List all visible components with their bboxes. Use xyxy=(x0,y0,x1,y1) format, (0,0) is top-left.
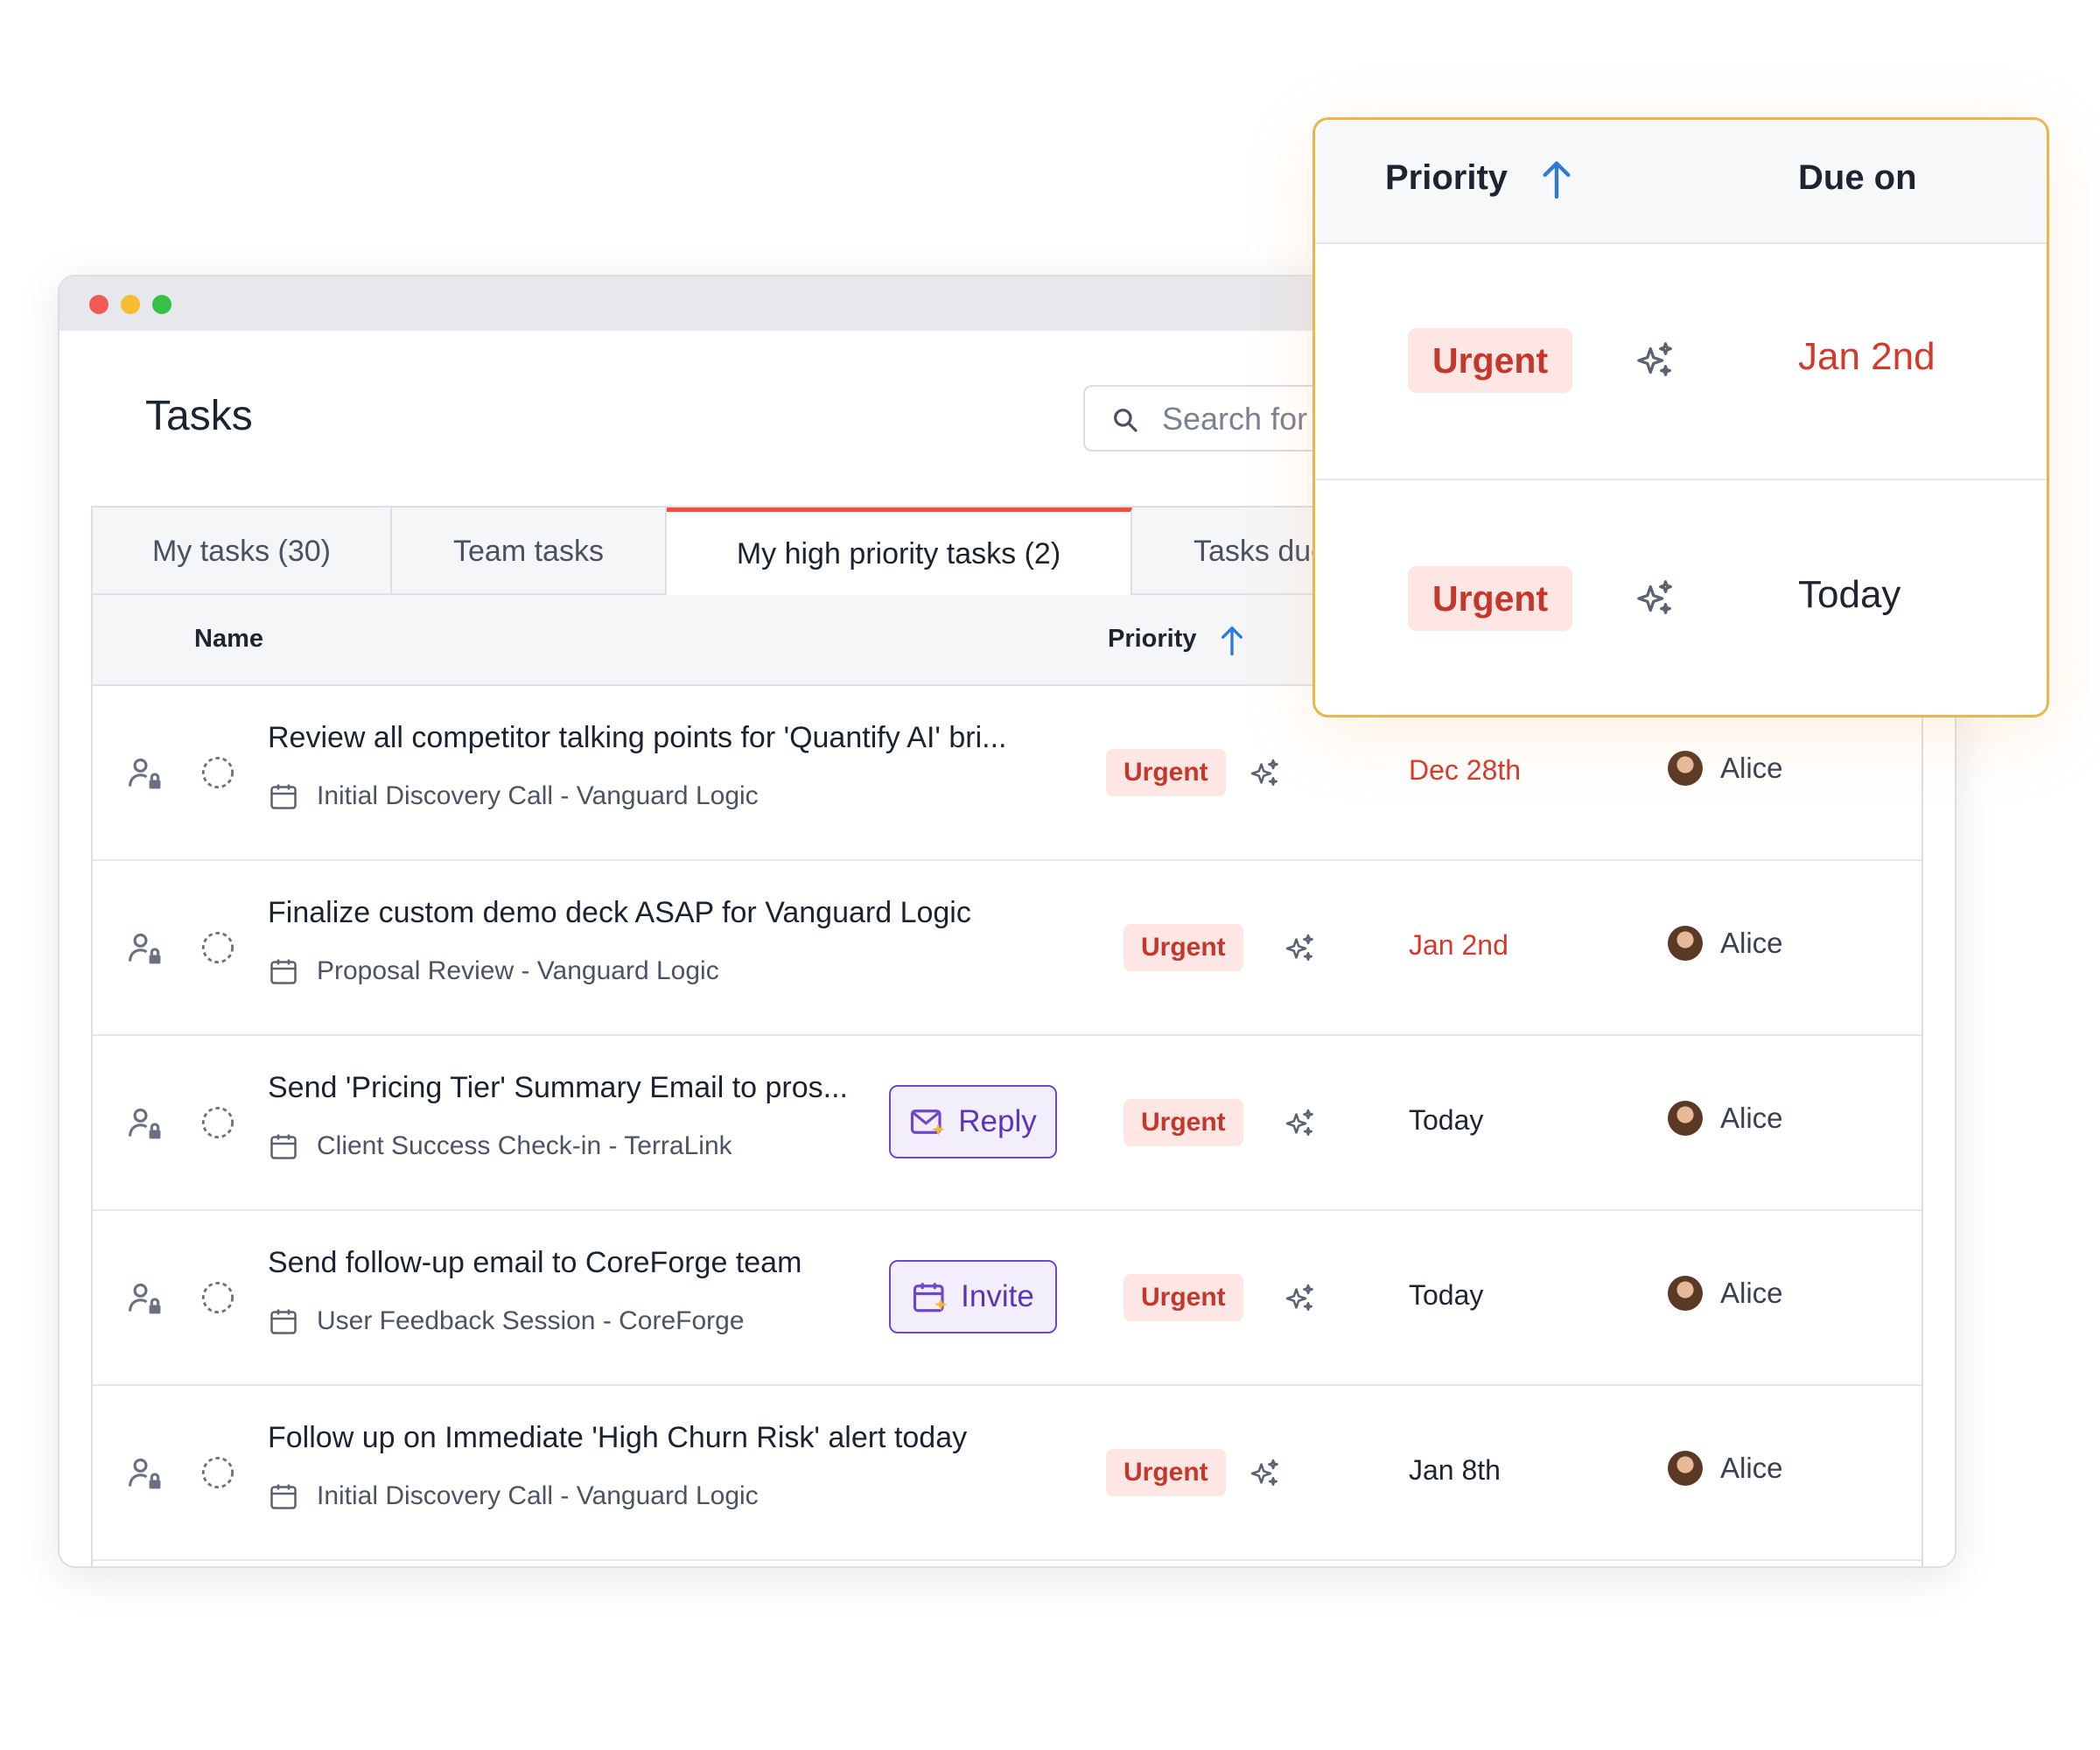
window-close-button[interactable] xyxy=(89,295,108,314)
meeting-label: Initial Discovery Call - Vanguard Logic xyxy=(317,1481,759,1510)
page-title: Tasks xyxy=(145,393,253,439)
priority-badge[interactable]: Urgent xyxy=(1106,1449,1226,1496)
meeting-label: Initial Discovery Call - Vanguard Logic xyxy=(317,781,759,810)
tab-my-tasks[interactable]: My tasks (30) xyxy=(93,508,392,595)
user-lock-icon[interactable] xyxy=(126,929,164,972)
dashed-circle-icon[interactable] xyxy=(200,754,236,795)
popover-header: Priority Due on xyxy=(1315,120,2047,244)
owner-name: Alice xyxy=(1720,752,1783,784)
arrow-up-icon[interactable] xyxy=(1218,625,1246,656)
sparkle-icon[interactable] xyxy=(1284,933,1316,969)
priority-popover: Priority Due on Urgent Jan 2nd Urgent To… xyxy=(1312,117,2049,718)
user-lock-icon[interactable] xyxy=(126,1104,164,1147)
action-label: Invite xyxy=(961,1279,1034,1313)
due-date: Jan 2nd xyxy=(1409,929,1508,961)
column-name[interactable]: Name xyxy=(194,625,263,653)
priority-badge[interactable]: Urgent xyxy=(1124,1274,1243,1321)
dashed-circle-icon[interactable] xyxy=(200,1104,236,1145)
meeting-label: Proposal Review - Vanguard Logic xyxy=(317,956,719,985)
task-title[interactable]: Send follow-up email to CoreForge team xyxy=(268,1246,802,1279)
due-date: Today xyxy=(1409,1279,1484,1311)
task-owner[interactable]: Alice xyxy=(1668,926,1783,961)
sparkle-icon[interactable] xyxy=(1635,340,1676,385)
table-row[interactable]: Follow up on Immediate 'High Churn Risk'… xyxy=(93,1386,1922,1561)
due-date: Dec 28th xyxy=(1409,754,1522,786)
column-priority[interactable]: Priority xyxy=(1108,625,1197,653)
tab-tasks-due[interactable]: Tasks due xyxy=(1194,534,1328,568)
due-date: Jan 8th xyxy=(1409,1454,1501,1486)
owner-name: Alice xyxy=(1720,927,1783,959)
window-maximize-button[interactable] xyxy=(152,295,172,314)
sparkle-icon[interactable] xyxy=(1250,1458,1281,1494)
table-row[interactable]: Finalize custom demo deck ASAP for Vangu… xyxy=(93,861,1922,1036)
priority-badge[interactable]: Urgent xyxy=(1124,924,1243,971)
task-owner[interactable]: Alice xyxy=(1668,751,1783,786)
mail-sparkle-icon xyxy=(909,1103,958,1140)
popover-row[interactable]: Urgent Today xyxy=(1315,480,2047,715)
table-row[interactable]: Send follow-up email to CoreForge team U… xyxy=(93,1211,1922,1386)
task-meeting[interactable]: User Feedback Session - CoreForge xyxy=(268,1306,745,1337)
popover-due-header[interactable]: Due on xyxy=(1798,158,1917,197)
due-date: Jan 2nd xyxy=(1798,335,1936,378)
avatar xyxy=(1668,1451,1703,1486)
meeting-label: Client Success Check-in - TerraLink xyxy=(317,1131,732,1160)
arrow-up-icon[interactable] xyxy=(1539,158,1574,200)
avatar xyxy=(1668,1101,1703,1136)
task-meeting[interactable]: Initial Discovery Call - Vanguard Logic xyxy=(268,780,759,812)
calendar-icon xyxy=(268,1480,317,1512)
task-owner[interactable]: Alice xyxy=(1668,1276,1783,1311)
sparkle-icon[interactable] xyxy=(1635,578,1676,623)
task-title[interactable]: Finalize custom demo deck ASAP for Vangu… xyxy=(268,896,971,929)
sparkle-icon[interactable] xyxy=(1284,1108,1316,1144)
avatar xyxy=(1668,1276,1703,1311)
owner-name: Alice xyxy=(1720,1277,1783,1309)
avatar xyxy=(1668,751,1703,786)
invite-button[interactable]: Invite xyxy=(889,1260,1057,1334)
meeting-label: User Feedback Session - CoreForge xyxy=(317,1306,745,1335)
calendar-icon xyxy=(268,1130,317,1162)
action-label: Reply xyxy=(958,1104,1037,1138)
task-owner[interactable]: Alice xyxy=(1668,1451,1783,1486)
calendar-icon xyxy=(268,1306,317,1337)
priority-badge[interactable]: Urgent xyxy=(1408,566,1573,631)
popover-priority-header[interactable]: Priority xyxy=(1385,158,1508,197)
task-meeting[interactable]: Client Success Check-in - TerraLink xyxy=(268,1130,732,1162)
dashed-circle-icon[interactable] xyxy=(200,929,236,970)
task-title[interactable]: Review all competitor talking points for… xyxy=(268,721,1007,754)
tab-high-priority[interactable]: My high priority tasks (2) xyxy=(667,508,1132,597)
priority-badge[interactable]: Urgent xyxy=(1106,749,1226,796)
user-lock-icon[interactable] xyxy=(126,754,164,797)
task-title[interactable]: Send 'Pricing Tier' Summary Email to pro… xyxy=(268,1071,848,1104)
calendar-icon xyxy=(268,956,317,987)
popover-row[interactable]: Urgent Jan 2nd xyxy=(1315,242,2047,480)
owner-name: Alice xyxy=(1720,1102,1783,1134)
sparkle-icon[interactable] xyxy=(1284,1283,1316,1319)
due-date: Today xyxy=(1409,1104,1484,1136)
calendar-icon xyxy=(268,780,317,812)
search-icon xyxy=(1114,409,1138,432)
user-lock-icon[interactable] xyxy=(126,1279,164,1322)
task-title[interactable]: Follow up on Immediate 'High Churn Risk'… xyxy=(268,1421,968,1454)
user-lock-icon[interactable] xyxy=(126,1454,164,1497)
priority-badge[interactable]: Urgent xyxy=(1124,1099,1243,1146)
dashed-circle-icon[interactable] xyxy=(200,1279,236,1320)
window-minimize-button[interactable] xyxy=(121,295,140,314)
task-owner[interactable]: Alice xyxy=(1668,1101,1783,1136)
tab-team-tasks[interactable]: Team tasks xyxy=(392,508,667,595)
task-meeting[interactable]: Initial Discovery Call - Vanguard Logic xyxy=(268,1480,759,1512)
priority-badge[interactable]: Urgent xyxy=(1408,328,1573,393)
calendar-sparkle-icon xyxy=(912,1278,961,1315)
task-meeting[interactable]: Proposal Review - Vanguard Logic xyxy=(268,956,719,987)
table-row[interactable]: Send 'Pricing Tier' Summary Email to pro… xyxy=(93,1036,1922,1211)
owner-name: Alice xyxy=(1720,1452,1783,1484)
due-date: Today xyxy=(1798,573,1901,616)
avatar xyxy=(1668,926,1703,961)
reply-button[interactable]: Reply xyxy=(889,1085,1057,1158)
sparkle-icon[interactable] xyxy=(1250,758,1281,794)
dashed-circle-icon[interactable] xyxy=(200,1454,236,1495)
